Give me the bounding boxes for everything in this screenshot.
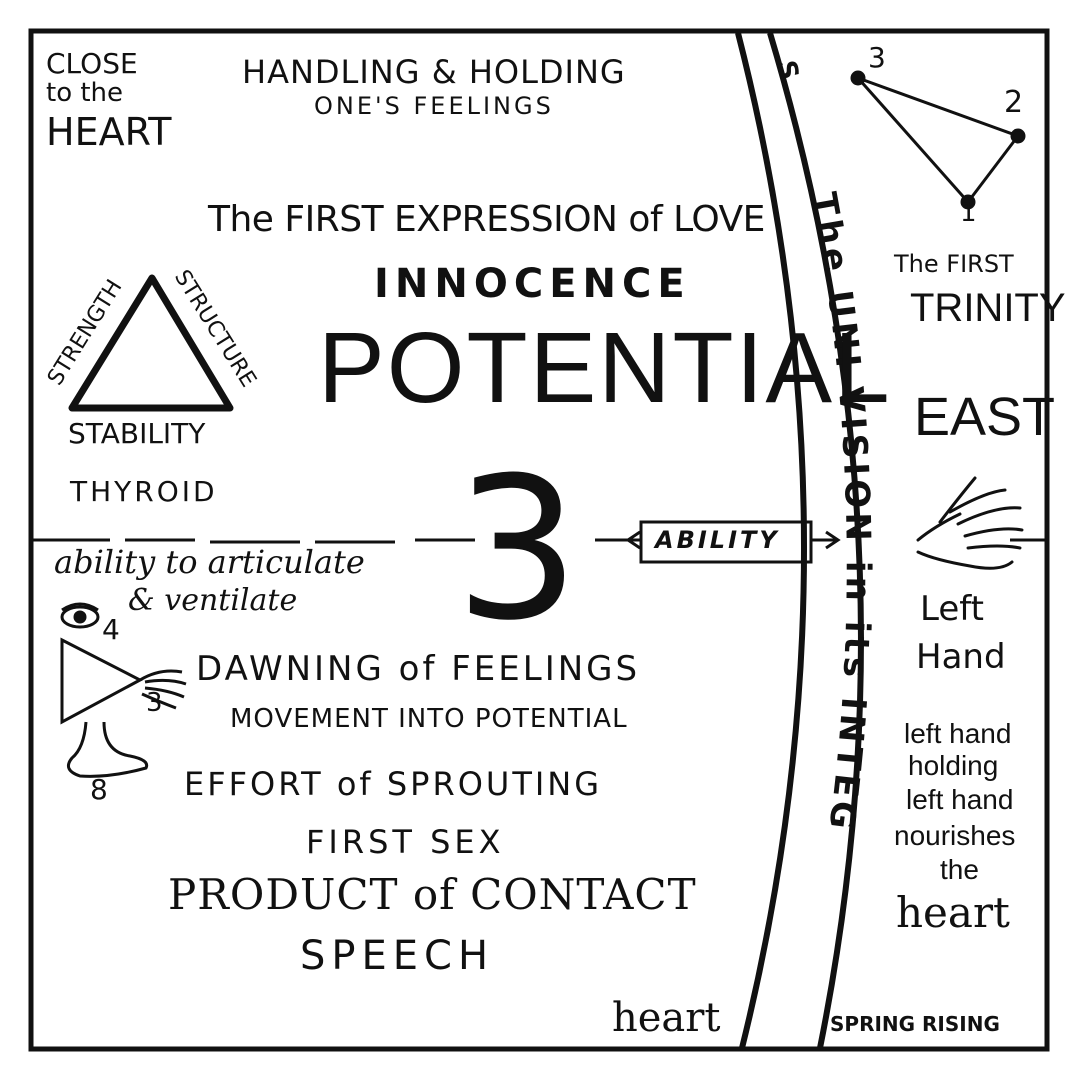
- first-expression: The FIRST EXPRESSION of LOVE: [208, 199, 765, 240]
- vertex-2: 2: [1004, 85, 1024, 120]
- articulate-line-1: ability to articulate: [54, 543, 365, 581]
- first-trinity-line-2: TRINITY: [910, 286, 1066, 330]
- holding-line-4: nourishes: [894, 820, 1016, 851]
- spring-rising: SPRING RISING: [830, 1012, 1000, 1036]
- arc-band-right-edge: [767, 32, 864, 1049]
- holding-line-2: holding: [908, 750, 999, 781]
- header-line-1: HANDLING & HOLDING: [242, 53, 626, 91]
- innocence-title: INNOCENCE: [374, 261, 691, 307]
- ability-arrows: [625, 530, 841, 550]
- corner-line-2: to the: [46, 78, 124, 108]
- product-contact: PRODUCT of CONTACT: [168, 870, 697, 919]
- triangle-bottom-label: STABILITY: [68, 417, 206, 450]
- corner-line-3: HEART: [46, 110, 172, 154]
- left-hand-line-1: Left: [920, 589, 984, 629]
- potential-title: POTENTIAL: [318, 312, 892, 424]
- eye-icon: [60, 602, 100, 629]
- corner-line-1: CLOSE: [46, 47, 138, 80]
- effort-sprouting: EFFORT of SPROUTING: [184, 765, 603, 803]
- holding-line-1: left hand: [904, 718, 1012, 749]
- foot-icon: [66, 721, 149, 778]
- holding-line-3: left hand: [906, 784, 1014, 815]
- small-figure: [60, 602, 187, 778]
- number-three: 3: [455, 436, 580, 664]
- header-line-2: ONE'S FEELINGS: [314, 92, 554, 120]
- arc-band-left-edge: [735, 32, 808, 1049]
- thyroid-label: THYROID: [70, 475, 218, 508]
- holding-line-5: the: [940, 854, 979, 885]
- left-hand-line-2: Hand: [916, 637, 1006, 677]
- holding-line-6: heart: [896, 888, 1010, 937]
- vertex-3: 3: [868, 41, 886, 74]
- arc-top-fragment: S.: [770, 57, 806, 93]
- hand-icon: [916, 476, 1024, 570]
- ability-box: [639, 520, 813, 564]
- first-sex: FIRST SEX: [306, 823, 505, 861]
- figure-label-4: 4: [102, 613, 120, 646]
- movement-potential: MOVEMENT INTO POTENTIAL: [230, 704, 628, 734]
- horizontal-axis: [33, 538, 1045, 544]
- speech-label: SPEECH: [300, 933, 495, 979]
- dawning-feelings: DAWNING of FEELINGS: [196, 649, 641, 689]
- figure-label-8: 8: [90, 773, 108, 806]
- hand-icon: [139, 669, 187, 710]
- outer-frame: [28, 28, 1050, 1052]
- heart-bottom: heart: [612, 995, 721, 1041]
- strength-triangle: [68, 274, 234, 412]
- east-label: EAST: [914, 387, 1056, 447]
- small-triangle: [60, 637, 144, 725]
- arc-title: The UNI-VISION in its INTEG: [803, 189, 878, 835]
- vertex-1: 1: [960, 198, 977, 228]
- first-trinity-line-1: The FIRST: [894, 250, 1014, 278]
- articulate-line-2: & ventilate: [128, 583, 298, 618]
- figure-label-3: 3: [146, 688, 163, 718]
- first-trinity-triangle: [850, 70, 1026, 210]
- ability-label: ABILITY: [655, 526, 780, 554]
